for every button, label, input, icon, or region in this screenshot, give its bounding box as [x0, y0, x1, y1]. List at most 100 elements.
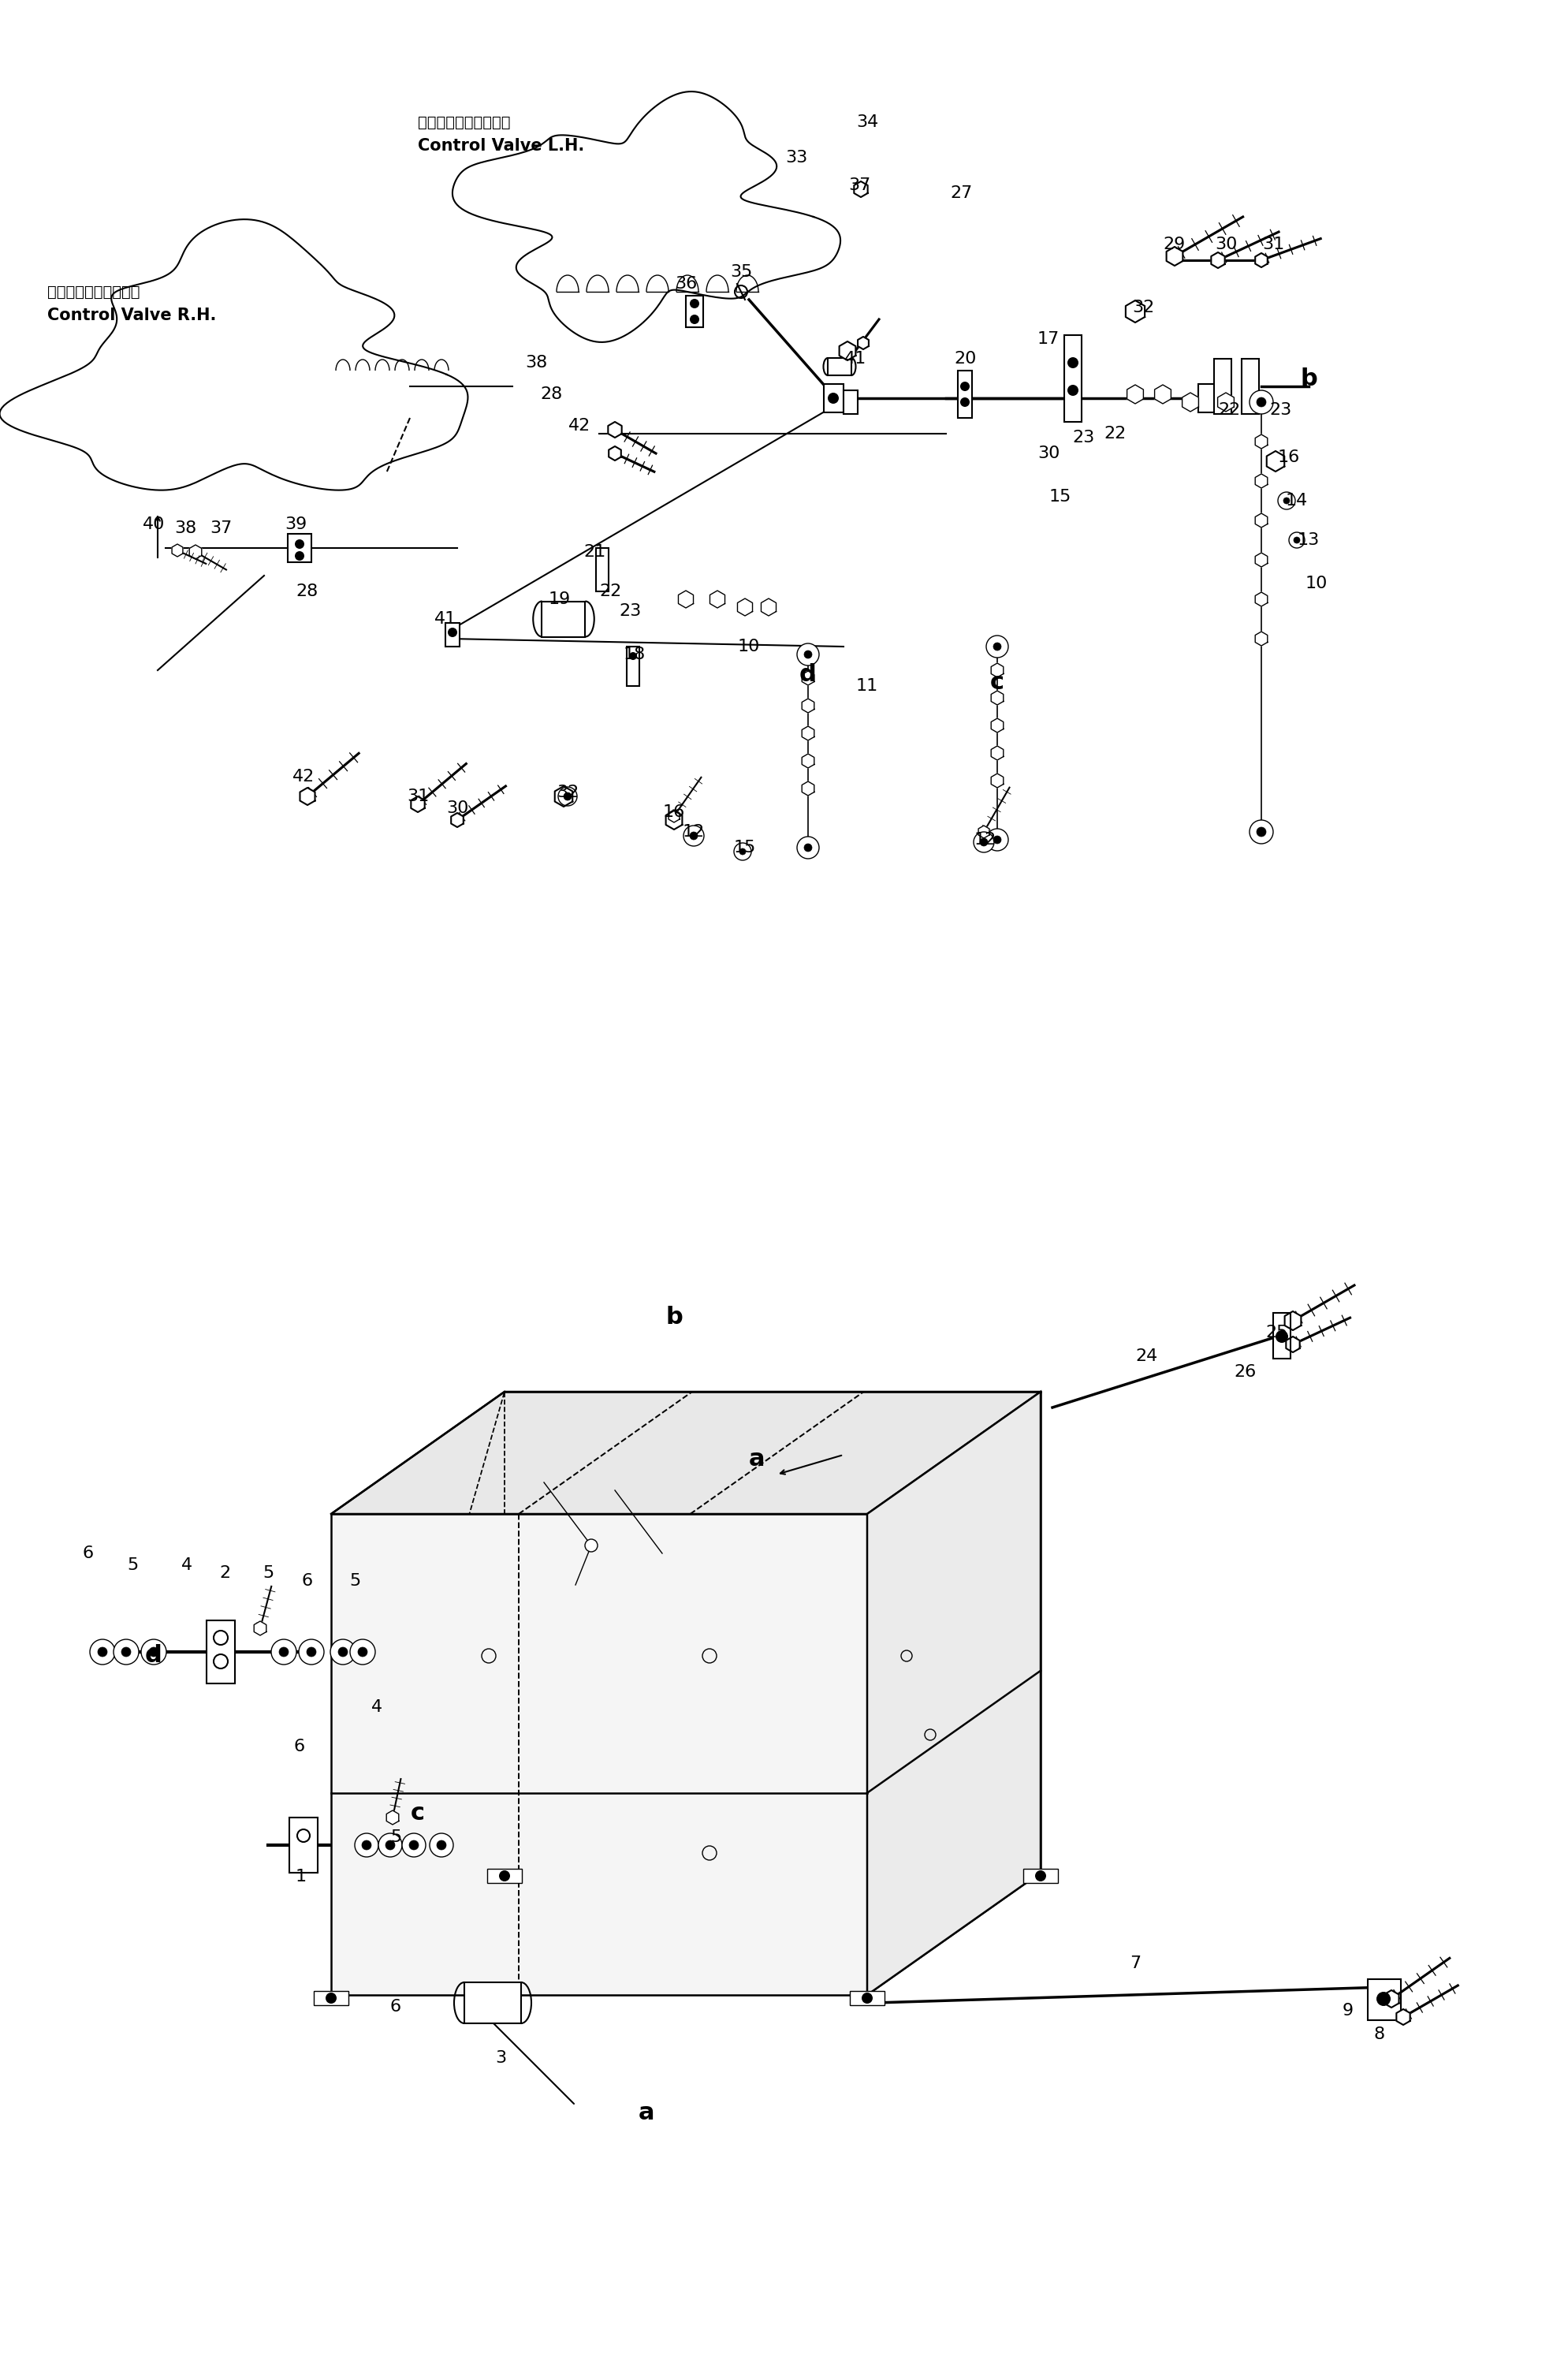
- Text: コントロールバルブ左: コントロールバルブ左: [417, 114, 511, 131]
- Text: 32: 32: [1132, 299, 1154, 316]
- Text: 6: 6: [303, 1572, 314, 1589]
- Text: 25: 25: [1265, 1325, 1289, 1339]
- Polygon shape: [608, 446, 621, 461]
- Polygon shape: [858, 337, 869, 349]
- Circle shape: [1256, 397, 1265, 406]
- Text: 5: 5: [350, 1572, 361, 1589]
- Polygon shape: [172, 544, 183, 556]
- Polygon shape: [666, 810, 682, 829]
- Text: 34: 34: [856, 114, 878, 131]
- Circle shape: [980, 838, 988, 845]
- Polygon shape: [760, 598, 776, 615]
- Text: 37: 37: [848, 178, 870, 192]
- Text: 8: 8: [1374, 2026, 1385, 2042]
- Text: 17: 17: [1038, 330, 1060, 347]
- Circle shape: [97, 1648, 107, 1658]
- Polygon shape: [411, 796, 425, 812]
- Text: 15: 15: [1049, 489, 1071, 503]
- Polygon shape: [991, 691, 1004, 705]
- Polygon shape: [1267, 451, 1284, 473]
- Polygon shape: [1256, 475, 1267, 489]
- Polygon shape: [331, 1392, 1041, 1513]
- Text: 14: 14: [1286, 494, 1308, 508]
- Circle shape: [307, 1648, 317, 1658]
- Circle shape: [828, 392, 839, 404]
- Text: 35: 35: [729, 264, 753, 280]
- Polygon shape: [1210, 252, 1225, 268]
- Circle shape: [797, 644, 818, 665]
- Polygon shape: [839, 342, 856, 361]
- Text: 23: 23: [619, 603, 641, 620]
- Text: 4: 4: [372, 1698, 383, 1715]
- Polygon shape: [710, 591, 724, 608]
- Polygon shape: [855, 180, 867, 197]
- Circle shape: [121, 1648, 130, 1658]
- Polygon shape: [801, 727, 814, 741]
- Circle shape: [1289, 532, 1305, 549]
- Circle shape: [401, 1834, 425, 1857]
- Circle shape: [89, 1639, 114, 1665]
- Text: d: d: [800, 663, 817, 686]
- Circle shape: [740, 848, 746, 855]
- Text: 22: 22: [601, 584, 622, 598]
- Bar: [1024, 1869, 1058, 1883]
- Circle shape: [350, 1639, 375, 1665]
- Circle shape: [1256, 826, 1265, 836]
- Bar: [850, 1990, 884, 2004]
- Text: 12: 12: [974, 831, 997, 848]
- Text: 38: 38: [174, 520, 196, 537]
- Polygon shape: [991, 717, 1004, 732]
- Polygon shape: [867, 1392, 1041, 1995]
- Text: 4: 4: [182, 1558, 193, 1572]
- Circle shape: [862, 1993, 873, 2004]
- Text: a: a: [638, 2102, 654, 2126]
- Polygon shape: [1256, 553, 1267, 568]
- Text: 6: 6: [83, 1546, 94, 1560]
- Text: 10: 10: [1305, 575, 1328, 591]
- Circle shape: [690, 299, 699, 309]
- Circle shape: [430, 1834, 453, 1857]
- Polygon shape: [1126, 299, 1145, 323]
- Circle shape: [141, 1639, 166, 1665]
- Circle shape: [326, 1993, 337, 2004]
- Circle shape: [409, 1841, 419, 1850]
- Polygon shape: [331, 1874, 1041, 1995]
- Polygon shape: [1256, 435, 1267, 449]
- Text: 38: 38: [525, 354, 547, 370]
- Circle shape: [960, 397, 969, 406]
- Bar: [1198, 385, 1215, 413]
- Text: 12: 12: [682, 824, 706, 841]
- Text: 20: 20: [955, 351, 977, 366]
- Text: 26: 26: [1234, 1363, 1256, 1380]
- Text: 22: 22: [1104, 425, 1127, 442]
- Circle shape: [690, 314, 699, 323]
- Polygon shape: [978, 826, 989, 838]
- Text: d: d: [146, 1643, 163, 1667]
- Circle shape: [113, 1639, 138, 1665]
- Text: 30: 30: [445, 800, 469, 817]
- Circle shape: [362, 1841, 372, 1850]
- Text: 21: 21: [583, 544, 607, 560]
- Polygon shape: [1256, 513, 1267, 527]
- Circle shape: [734, 843, 751, 860]
- Bar: [289, 534, 312, 563]
- Text: 23: 23: [1073, 430, 1094, 447]
- Text: 42: 42: [568, 418, 591, 435]
- Bar: [685, 297, 702, 328]
- Text: 42: 42: [292, 770, 315, 784]
- Circle shape: [499, 1872, 510, 1881]
- Text: 10: 10: [737, 639, 760, 656]
- Circle shape: [986, 636, 1008, 658]
- Polygon shape: [453, 93, 840, 342]
- Text: 13: 13: [1297, 532, 1320, 549]
- Circle shape: [149, 1648, 158, 1658]
- Polygon shape: [1256, 254, 1267, 268]
- Circle shape: [974, 831, 994, 853]
- Text: 18: 18: [624, 646, 646, 663]
- Polygon shape: [1218, 392, 1234, 411]
- Polygon shape: [991, 746, 1004, 760]
- Circle shape: [558, 786, 577, 805]
- Text: 19: 19: [549, 591, 571, 608]
- Circle shape: [684, 826, 704, 845]
- Polygon shape: [1286, 1337, 1300, 1351]
